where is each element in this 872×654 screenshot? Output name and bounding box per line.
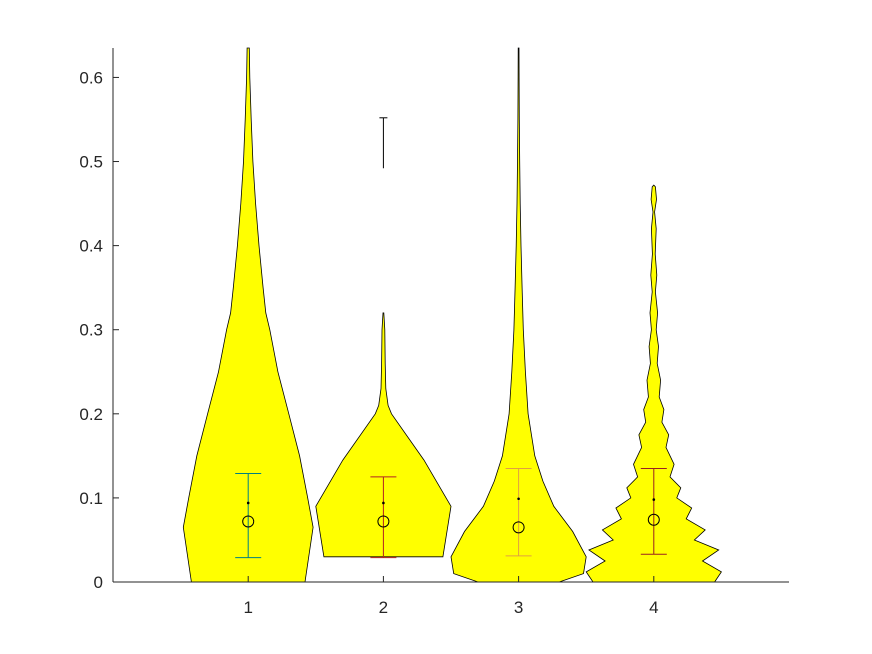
violin-1 xyxy=(182,47,314,583)
mean-marker-3 xyxy=(517,497,520,501)
y-tick-label-5: 0.5 xyxy=(79,153,103,172)
median-marker-4 xyxy=(647,513,660,526)
violin-4 xyxy=(585,184,722,583)
violin-2 xyxy=(315,312,452,558)
y-tick-label-1: 0.1 xyxy=(79,489,103,508)
violins-layer xyxy=(182,47,722,583)
ticks-layer: 0 0.1 0.2 0.3 0.4 0.5 0.6 1 2 3 4 xyxy=(79,68,658,617)
mean-marker-4 xyxy=(652,498,656,501)
y-tick-label-2: 0.2 xyxy=(79,405,103,424)
mean-marker-1 xyxy=(246,501,250,505)
median-marker-2 xyxy=(377,515,390,528)
mean-marker-2 xyxy=(382,501,385,505)
errorbars-layer xyxy=(235,467,667,559)
y-tick-label-6: 0.6 xyxy=(79,68,103,87)
x-tick-label-1: 1 xyxy=(243,598,252,617)
axes-layer xyxy=(112,48,789,583)
x-tick-label-3: 3 xyxy=(514,598,523,617)
x-tick-label-2: 2 xyxy=(379,598,388,617)
y-tick-label-4: 0.4 xyxy=(79,237,103,256)
violin-3 xyxy=(450,47,587,583)
median-marker-1 xyxy=(242,515,255,528)
median-marker-3 xyxy=(512,521,525,534)
x-tick-label-4: 4 xyxy=(649,598,658,617)
y-tick-label-3: 0.3 xyxy=(79,321,103,340)
y-tick-label-0: 0 xyxy=(94,573,103,592)
